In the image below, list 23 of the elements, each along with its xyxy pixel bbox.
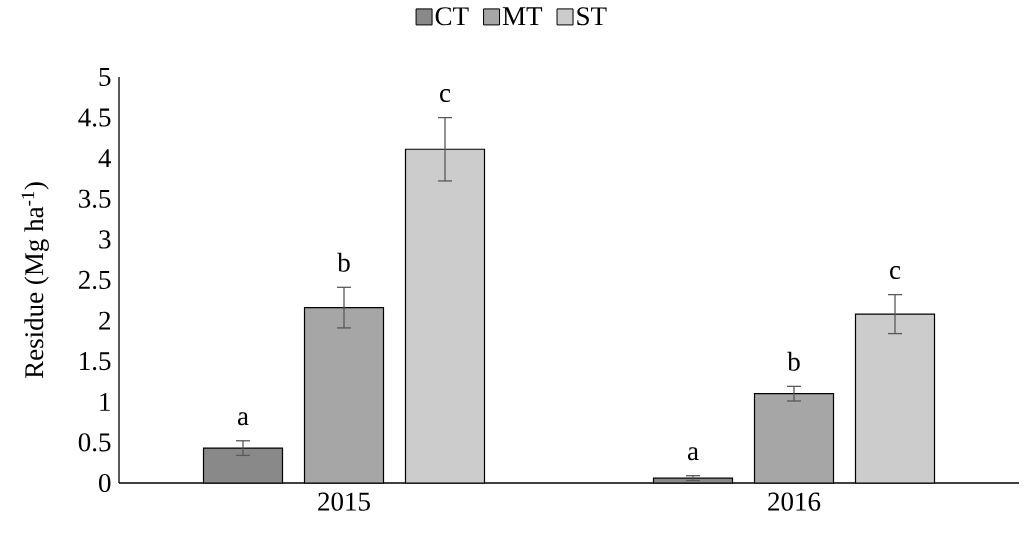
- data-label: b: [337, 252, 350, 272]
- y-tick-label: 4: [98, 149, 112, 168]
- legend-label: MT: [502, 7, 543, 26]
- y-tick-label: 5: [99, 68, 111, 86]
- y-tick-label: 2.5: [78, 270, 111, 290]
- y-axis-title: Residue (Mg ha$^{-1}$): [21, 182, 49, 379]
- y-tick-label: 1: [100, 392, 110, 411]
- data-label: c: [890, 266, 901, 280]
- y-tick-label: 4.5: [78, 108, 111, 127]
- y-tick-label: 3: [99, 230, 111, 249]
- x-tick-label: 2016: [768, 492, 821, 511]
- y-tick-label: 0: [99, 473, 111, 493]
- data-label: a: [237, 412, 249, 426]
- legend-label: ST: [577, 7, 607, 26]
- data-label: c: [440, 89, 451, 103]
- y-tick-label: 3.5: [79, 189, 111, 208]
- data-label: b: [787, 351, 800, 371]
- legend-label: CT: [435, 7, 469, 26]
- x-tick-label: 2015: [318, 492, 370, 511]
- y-tick-label: 0.5: [78, 433, 111, 452]
- y-tick-label: 1.5: [80, 352, 111, 371]
- data-label: a: [687, 447, 699, 461]
- y-tick-label: 2: [99, 311, 110, 330]
